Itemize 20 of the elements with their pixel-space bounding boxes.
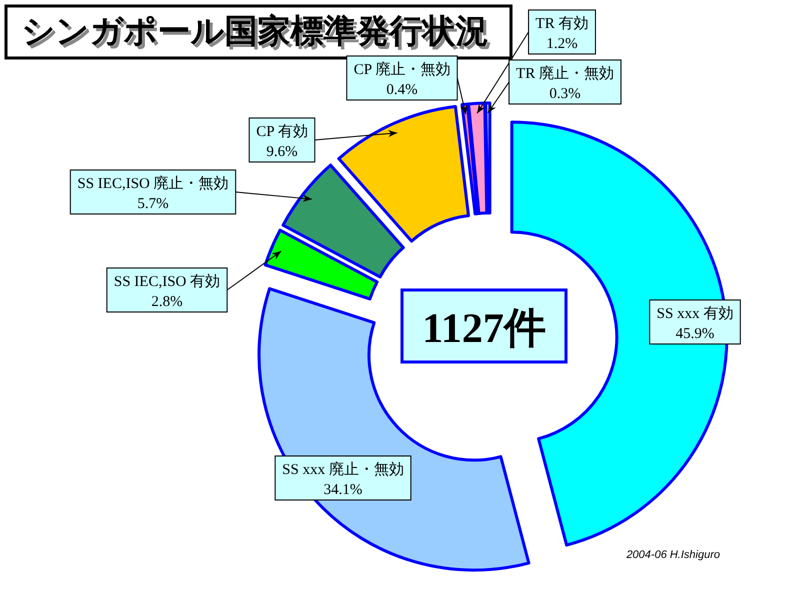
slice-label: CP 廃止・無効 [354,61,450,78]
chart-title: シンガポール国家標準発行状況 [24,14,492,53]
data-label: 9.6% [266,144,298,160]
slice-label: SS xxx 廃止・無効 [282,461,404,478]
slice-label: CP 有効 [256,123,308,140]
slice-label: TR 廃止・無効 [516,65,614,82]
data-label: 5.7% [137,196,169,212]
data-label: 1.2% [546,36,578,52]
title: シンガポール国家標準発行状況 [4,4,512,60]
slice-label: TR 有効 [536,15,588,32]
data-label: 0.3% [549,86,581,102]
data-label: 45.9% [676,326,714,342]
slice-label: SS IEC,ISO 廃止・無効 [77,175,229,192]
data-label: 0.4% [386,82,418,98]
slice-label: SS IEC,ISO 有効 [114,273,220,290]
data-label: 2.8% [151,294,183,310]
data-label: 34.1% [324,482,362,498]
annotation: 2004-06 H.Ishiguro [626,549,720,561]
annotation: 1127件 [400,288,568,364]
slice-label: SS xxx 有効 [656,305,734,322]
